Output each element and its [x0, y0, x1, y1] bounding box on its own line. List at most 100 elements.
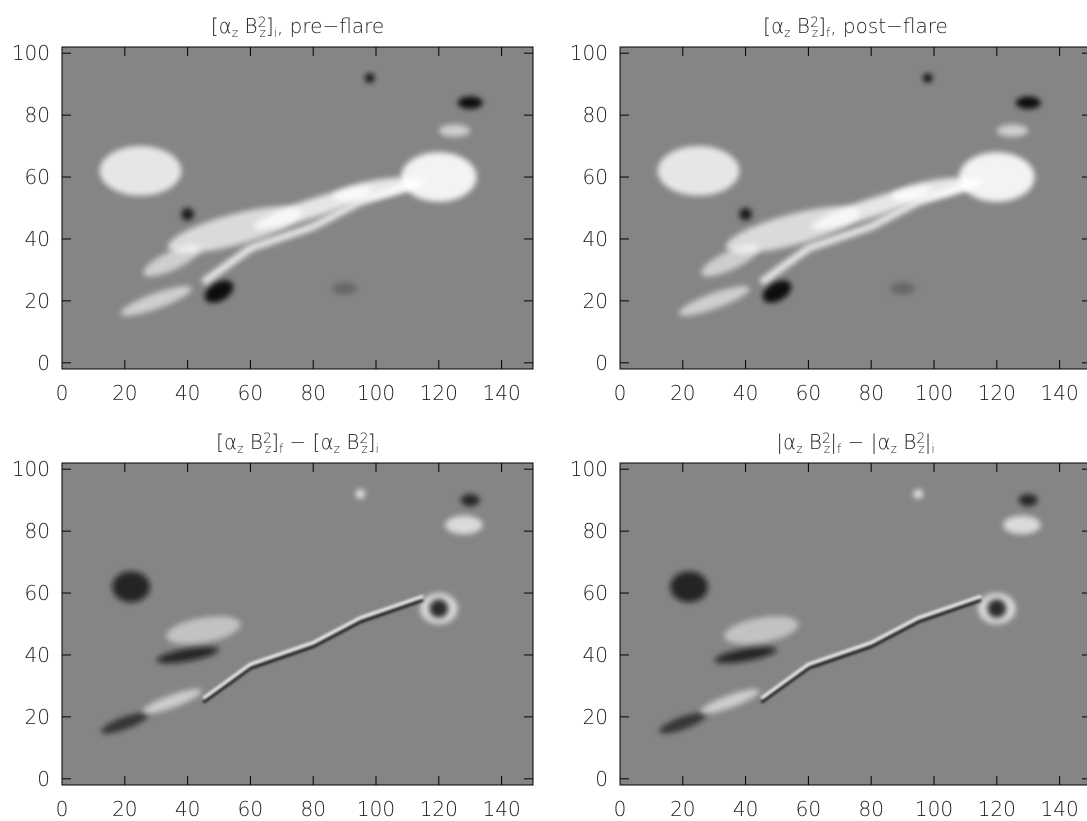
feature — [759, 176, 983, 286]
y-tick-label: 0 — [595, 767, 608, 791]
title-part: z — [918, 442, 924, 456]
title-part: 2 — [263, 431, 272, 447]
title-part: B — [897, 430, 916, 454]
x-tick-label: 140 — [483, 797, 521, 821]
feature — [762, 280, 792, 303]
chart-title: [αz B2 z]f − [αz B2 z]i — [216, 430, 379, 456]
title-part: f — [279, 442, 284, 456]
title-part: − |α — [841, 430, 890, 454]
title-part: 2 — [822, 431, 831, 447]
y-tick-label: 0 — [37, 767, 50, 791]
x-tick-label: 100 — [357, 381, 395, 405]
title-part: z — [824, 442, 830, 456]
feature — [1015, 96, 1041, 109]
title-part: , pre−flare — [277, 14, 384, 38]
feature — [332, 282, 358, 295]
y-tick-label: 20 — [25, 289, 50, 313]
feature — [959, 152, 1035, 202]
x-tick-label: 0 — [614, 381, 627, 405]
y-tick-label: 40 — [583, 227, 608, 251]
title-part: ] — [266, 14, 274, 38]
x-tick-label: 80 — [858, 381, 883, 405]
title-part: z — [784, 26, 790, 40]
title-part: B — [243, 430, 262, 454]
feature — [355, 489, 366, 499]
x-tick-label: 0 — [56, 797, 69, 821]
x-tick-label: 40 — [175, 381, 200, 405]
feature — [120, 286, 192, 316]
y-tick-label: 100 — [12, 41, 50, 65]
feature — [678, 286, 750, 316]
title-part: z — [265, 442, 271, 456]
x-tick-label: 80 — [858, 797, 883, 821]
image — [620, 47, 1087, 369]
feature — [996, 124, 1029, 137]
y-tick-label: 60 — [583, 165, 608, 189]
feature — [143, 244, 201, 277]
y-tick-label: 80 — [583, 519, 608, 543]
feature — [202, 594, 424, 700]
x-tick-label: 100 — [357, 797, 395, 821]
title-part: − [α — [283, 430, 333, 454]
feature — [760, 594, 982, 700]
chart-title: |αz B2 z|f − |αz B2 z|i — [776, 430, 934, 456]
title-part: 2 — [810, 15, 819, 31]
x-tick-label: 40 — [733, 381, 758, 405]
title-part: [α — [211, 14, 232, 38]
y-tick-label: 40 — [25, 227, 50, 251]
title-part: z — [812, 26, 818, 40]
feature — [204, 280, 234, 303]
x-tick-label: 100 — [915, 797, 953, 821]
x-tick-label: 120 — [420, 381, 458, 405]
x-tick-label: 20 — [112, 797, 137, 821]
x-tick-label: 100 — [915, 381, 953, 405]
plot-frame — [619, 462, 1087, 786]
feature — [332, 177, 420, 202]
x-tick-label: 40 — [733, 797, 758, 821]
y-tick-label: 80 — [583, 103, 608, 127]
feature — [101, 712, 149, 734]
title-part: 2 — [916, 431, 925, 447]
x-tick-label: 0 — [614, 797, 627, 821]
title-part: B — [340, 430, 359, 454]
title-part: [α — [763, 14, 784, 38]
x-tick-label: 120 — [978, 381, 1016, 405]
title-part: f — [837, 442, 842, 456]
panel: 0 20 40 60 80 100 120 140 0 20 40 60 80 100 [αz B2 z]f … — [12, 430, 534, 821]
y-tick-label: 100 — [12, 457, 50, 481]
x-tick-label: 60 — [796, 381, 821, 405]
y-tick-label: 20 — [583, 705, 608, 729]
feature — [460, 493, 480, 507]
feature — [445, 515, 483, 535]
feature — [670, 571, 708, 603]
y-tick-label: 80 — [25, 103, 50, 127]
title-part: z — [260, 26, 266, 40]
feature — [724, 616, 799, 645]
feature — [1018, 493, 1038, 507]
image — [62, 463, 533, 785]
y-tick-label: 40 — [583, 643, 608, 667]
title-part: i — [274, 26, 277, 40]
feature — [112, 571, 150, 603]
title-part: ] — [818, 14, 826, 38]
plot-frame — [61, 46, 534, 370]
feature — [166, 616, 241, 645]
chart-title: [αz B2 z]f, post−flare — [763, 14, 948, 40]
title-part: |α — [776, 430, 796, 454]
y-tick-label: 60 — [583, 581, 608, 605]
x-tick-label: 80 — [300, 797, 325, 821]
y-tick-label: 80 — [25, 519, 50, 543]
y-tick-label: 60 — [25, 581, 50, 605]
feature — [181, 208, 194, 221]
image-background — [620, 463, 1087, 785]
feature — [659, 712, 707, 734]
y-tick-label: 0 — [595, 351, 608, 375]
feature — [701, 244, 759, 277]
title-part: ] — [368, 430, 376, 454]
feature — [429, 599, 449, 618]
y-tick-label: 100 — [570, 457, 608, 481]
x-tick-label: 60 — [238, 797, 263, 821]
x-tick-label: 120 — [978, 797, 1016, 821]
title-part: f — [826, 26, 831, 40]
